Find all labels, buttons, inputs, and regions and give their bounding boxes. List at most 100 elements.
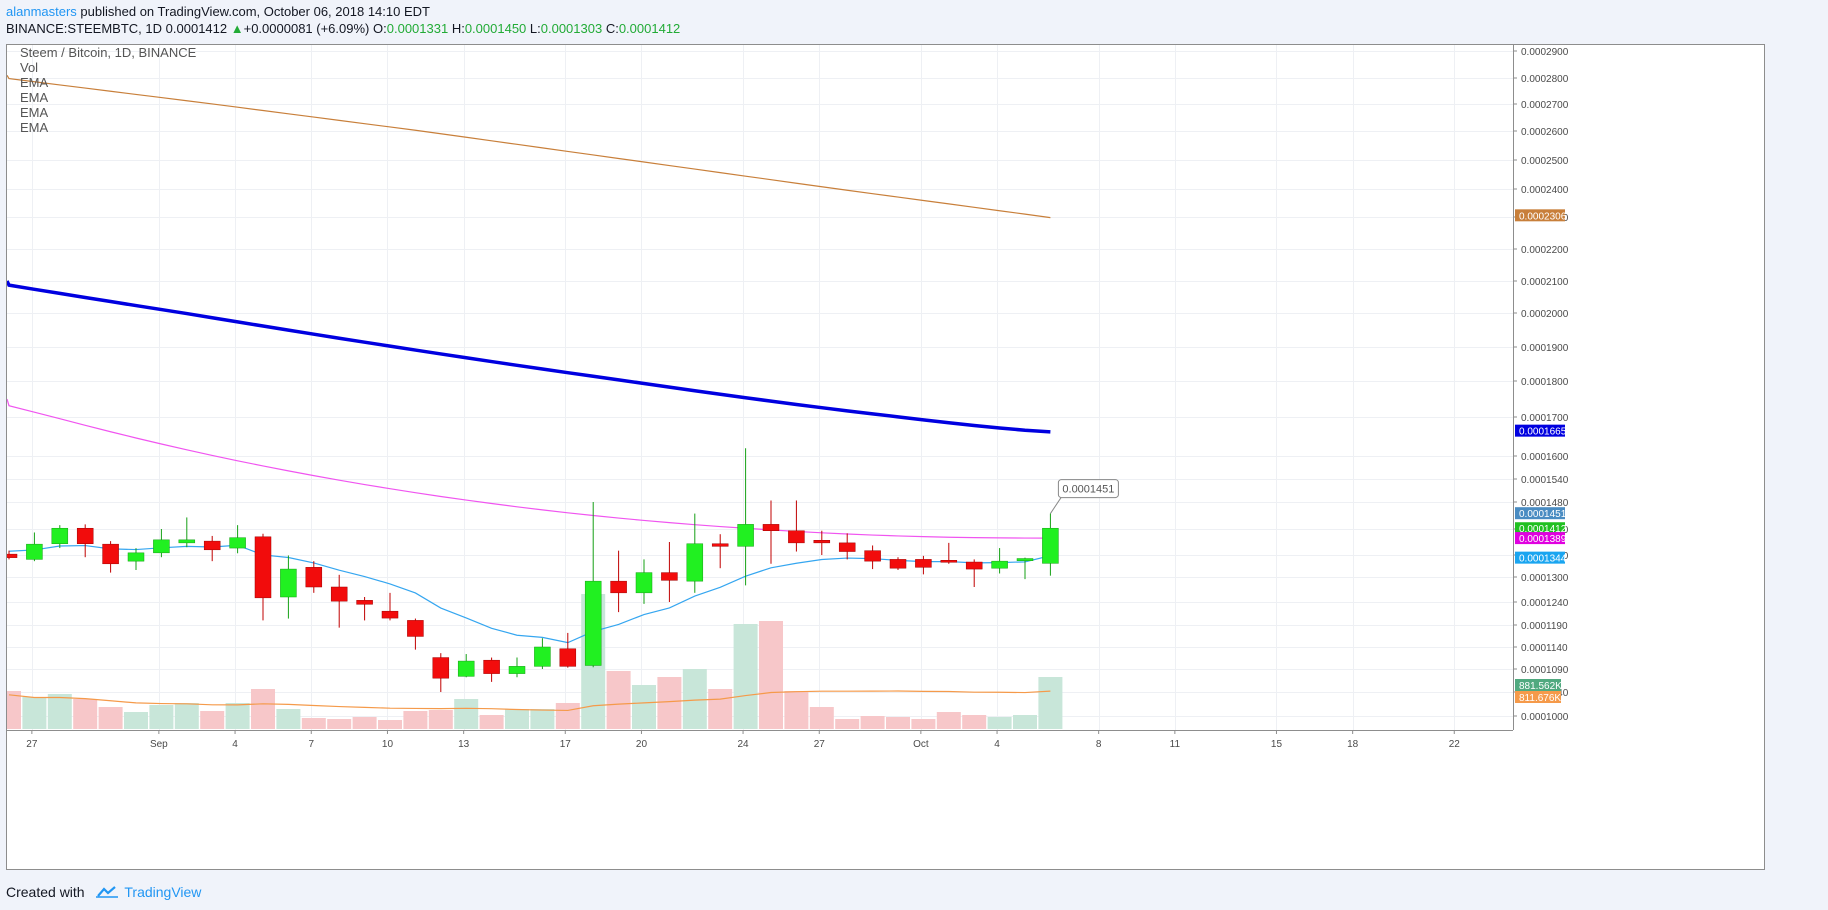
y-tick-label: 0.0001000 xyxy=(1521,712,1569,723)
x-tick-label: 27 xyxy=(26,739,38,750)
candle-down xyxy=(76,527,94,544)
y-tick-label: 0.0002600 xyxy=(1521,127,1569,138)
y-tick-label: 0.0001540 xyxy=(1521,475,1569,486)
price-tag-bg xyxy=(1515,507,1565,520)
ema-blue-thick-line xyxy=(7,280,1051,434)
volume-bar xyxy=(784,691,809,729)
open-value: 0.0001331 xyxy=(386,21,449,36)
y-tick-label: 0.0001900 xyxy=(1521,343,1569,354)
x-tick-label: 10 xyxy=(382,739,394,750)
y-tick-label: 0.0001240 xyxy=(1521,598,1569,609)
symbol-label: BINANCE:STEEMBTC, 1D xyxy=(6,21,163,36)
published-text: published on TradingView.com, October 06… xyxy=(76,4,430,19)
candle-up xyxy=(1016,558,1034,561)
volume-bar xyxy=(1038,677,1063,729)
tradingview-link[interactable]: TradingView xyxy=(124,884,202,900)
candle-down xyxy=(407,620,424,637)
candle-down xyxy=(813,540,831,544)
x-tick-label: 15 xyxy=(1271,739,1283,750)
x-tick-label: 20 xyxy=(636,739,648,750)
volume-bar xyxy=(708,689,733,729)
grid-lines xyxy=(7,45,1513,730)
candle-up xyxy=(635,572,653,594)
x-tick-label: 4 xyxy=(994,739,1000,750)
x-tick-label: Oct xyxy=(913,739,929,750)
volume-bars xyxy=(7,594,1063,729)
volume-bar xyxy=(530,709,555,729)
price-tag: 0.0001412 xyxy=(1515,522,1567,535)
last-price: 0.0001412 xyxy=(165,21,228,36)
volume-bar xyxy=(911,719,936,729)
x-tick-label: 11 xyxy=(1170,739,1181,750)
volume-bar xyxy=(149,705,174,729)
change-value: +0.0000081 (+6.09%) xyxy=(243,21,370,36)
volume-bar xyxy=(327,719,352,729)
volume-tag-label: 811.676K xyxy=(1519,693,1561,704)
x-tick-label: 24 xyxy=(737,739,749,750)
y-tick-label: 0.0001800 xyxy=(1521,377,1569,388)
volume-bar xyxy=(733,624,758,729)
volume-bar xyxy=(276,709,301,729)
candle-down xyxy=(711,543,729,547)
x-tick-label: 4 xyxy=(232,739,238,750)
candle-down xyxy=(965,561,983,570)
candle-down xyxy=(305,567,323,588)
candle-up xyxy=(991,560,1008,569)
candle-up xyxy=(178,539,196,544)
price-tag: 0.0001451 xyxy=(1515,507,1567,520)
volume-bar xyxy=(301,718,326,729)
volume-bar xyxy=(352,717,377,729)
y-tick-label: 0.0002900 xyxy=(1521,47,1569,58)
callout-label: 0.0001451 xyxy=(1062,484,1114,496)
candle-up xyxy=(229,537,246,549)
candle-down xyxy=(762,524,780,531)
volume-bar xyxy=(555,703,580,729)
candle-up xyxy=(508,666,526,674)
x-tick-label: 27 xyxy=(814,739,826,750)
legend-title: Steem / Bitcoin, 1D, BINANCE xyxy=(20,45,197,60)
price-tag-label: 0.0001389 xyxy=(1519,534,1567,545)
candle-down xyxy=(254,536,272,599)
high-value: 0.0001450 xyxy=(464,21,527,36)
y-tick-label: 0.0001190 xyxy=(1521,621,1568,632)
volume-tag: 881.562K xyxy=(1515,679,1562,692)
candle-down xyxy=(610,580,627,594)
candle-up xyxy=(737,524,754,547)
tradingview-logo-icon xyxy=(96,885,119,901)
volume-bar xyxy=(225,703,250,729)
y-tick-label: 0.0002200 xyxy=(1521,245,1569,256)
candle-down xyxy=(102,543,119,565)
author-link[interactable]: alanmasters xyxy=(6,4,77,19)
candle-down xyxy=(381,610,399,619)
price-tag-bg xyxy=(1515,551,1565,564)
candle-up xyxy=(127,552,145,562)
volume-bar xyxy=(759,621,783,729)
legend-vol: Vol xyxy=(20,60,39,75)
high-label: H: xyxy=(451,21,465,36)
volume-bar xyxy=(809,707,834,729)
chart-pane[interactable]: 0.00014510.00010000.00010400.00010900.00… xyxy=(6,44,1765,870)
candle-down xyxy=(7,553,18,558)
candle-up xyxy=(26,543,43,560)
low-value: 0.0001303 xyxy=(540,21,603,36)
candle-down xyxy=(940,560,958,563)
candle-down xyxy=(432,657,450,679)
y-tick-label: 0.0001300 xyxy=(1521,573,1569,584)
callout-pointer xyxy=(1049,495,1063,514)
y-tick-label: 0.0001700 xyxy=(1521,413,1569,424)
low-label: L: xyxy=(529,21,541,36)
volume-tag-label: 881.562K xyxy=(1519,681,1562,692)
volume-bar xyxy=(251,689,275,729)
candle-down xyxy=(559,648,577,667)
volume-bar xyxy=(606,671,631,729)
volume-bar xyxy=(98,707,123,729)
chart-svg[interactable]: 0.00014510.00010000.00010400.00010900.00… xyxy=(7,45,1766,871)
y-tick-label: 0.0001480 xyxy=(1521,498,1569,509)
volume-bar xyxy=(7,691,21,729)
x-tick-label: 22 xyxy=(1449,739,1461,750)
candle-up xyxy=(534,646,551,667)
y-tick-label: 0.0001600 xyxy=(1521,452,1569,463)
volume-bar xyxy=(22,697,47,729)
volume-bar xyxy=(860,716,885,729)
candle-down xyxy=(838,542,856,552)
